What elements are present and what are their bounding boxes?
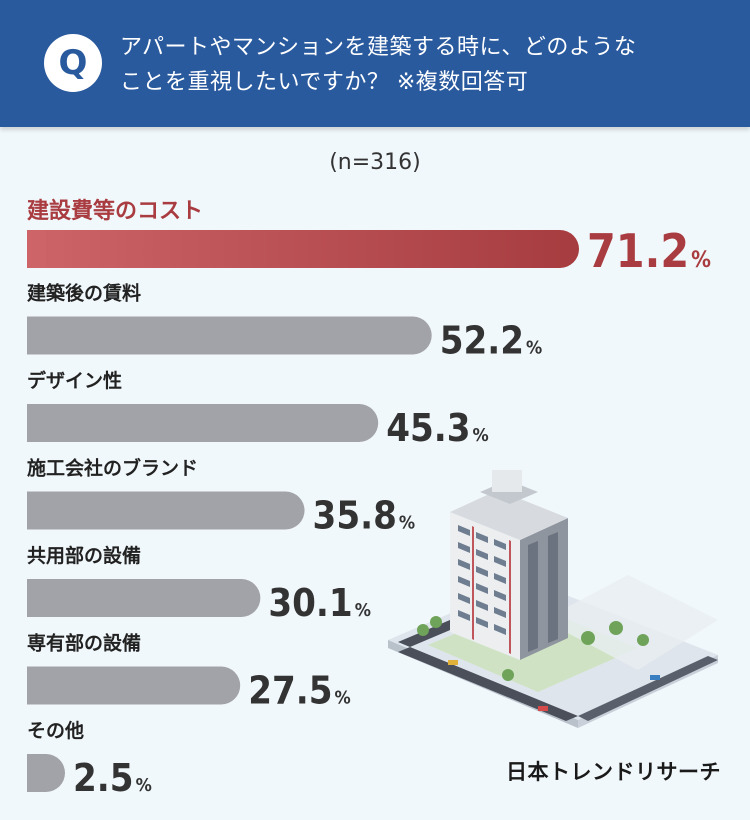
value-label: 30.1% bbox=[268, 581, 371, 625]
category-label: その他 bbox=[27, 719, 84, 742]
bar-left-edge bbox=[27, 579, 46, 617]
category-label: デザイン性 bbox=[27, 369, 122, 392]
category-label: 施工会社のブランド bbox=[27, 457, 198, 480]
bar bbox=[27, 404, 379, 442]
question-line-1: アパートやマンションを建築する時に、どのような bbox=[120, 35, 637, 60]
category-label: 建築後の賃料 bbox=[27, 282, 141, 305]
bar-left-edge bbox=[27, 404, 46, 442]
bar-left-edge bbox=[27, 230, 46, 268]
value-label: 2.5% bbox=[73, 756, 152, 800]
apartment-building-illustration bbox=[388, 470, 718, 728]
bar-left-edge bbox=[27, 754, 46, 792]
value-label: 71.2% bbox=[587, 224, 711, 278]
category-label: 建設費等のコスト bbox=[27, 198, 203, 224]
sample-size: (n=316) bbox=[329, 150, 421, 175]
question-text: アパートやマンションを建築する時に、どのような ことを重視したいですか？ ※複数… bbox=[120, 30, 730, 100]
bar bbox=[27, 230, 579, 268]
category-label: 専有部の設備 bbox=[27, 632, 141, 655]
bar bbox=[27, 666, 241, 705]
value-label: 35.8% bbox=[313, 494, 416, 538]
bar bbox=[27, 316, 432, 355]
category-label: 共用部の設備 bbox=[27, 544, 141, 567]
question-header: Q アパートやマンションを建築する時に、どのような ことを重視したいですか？ ※… bbox=[0, 0, 750, 127]
value-label: 52.2% bbox=[440, 319, 543, 363]
brand-logo: 日本トレンドリサーチ bbox=[506, 760, 721, 784]
value-label: 27.5% bbox=[248, 669, 351, 713]
bar bbox=[27, 491, 305, 530]
bar bbox=[27, 579, 261, 617]
question-badge: Q bbox=[44, 34, 102, 92]
bar-left-edge bbox=[27, 491, 46, 530]
value-label: 45.3% bbox=[386, 406, 489, 450]
bar-left-edge bbox=[27, 316, 46, 355]
bar-left-edge bbox=[27, 666, 46, 705]
question-line-2: ことを重視したいですか？ ※複数回答可 bbox=[120, 70, 529, 95]
